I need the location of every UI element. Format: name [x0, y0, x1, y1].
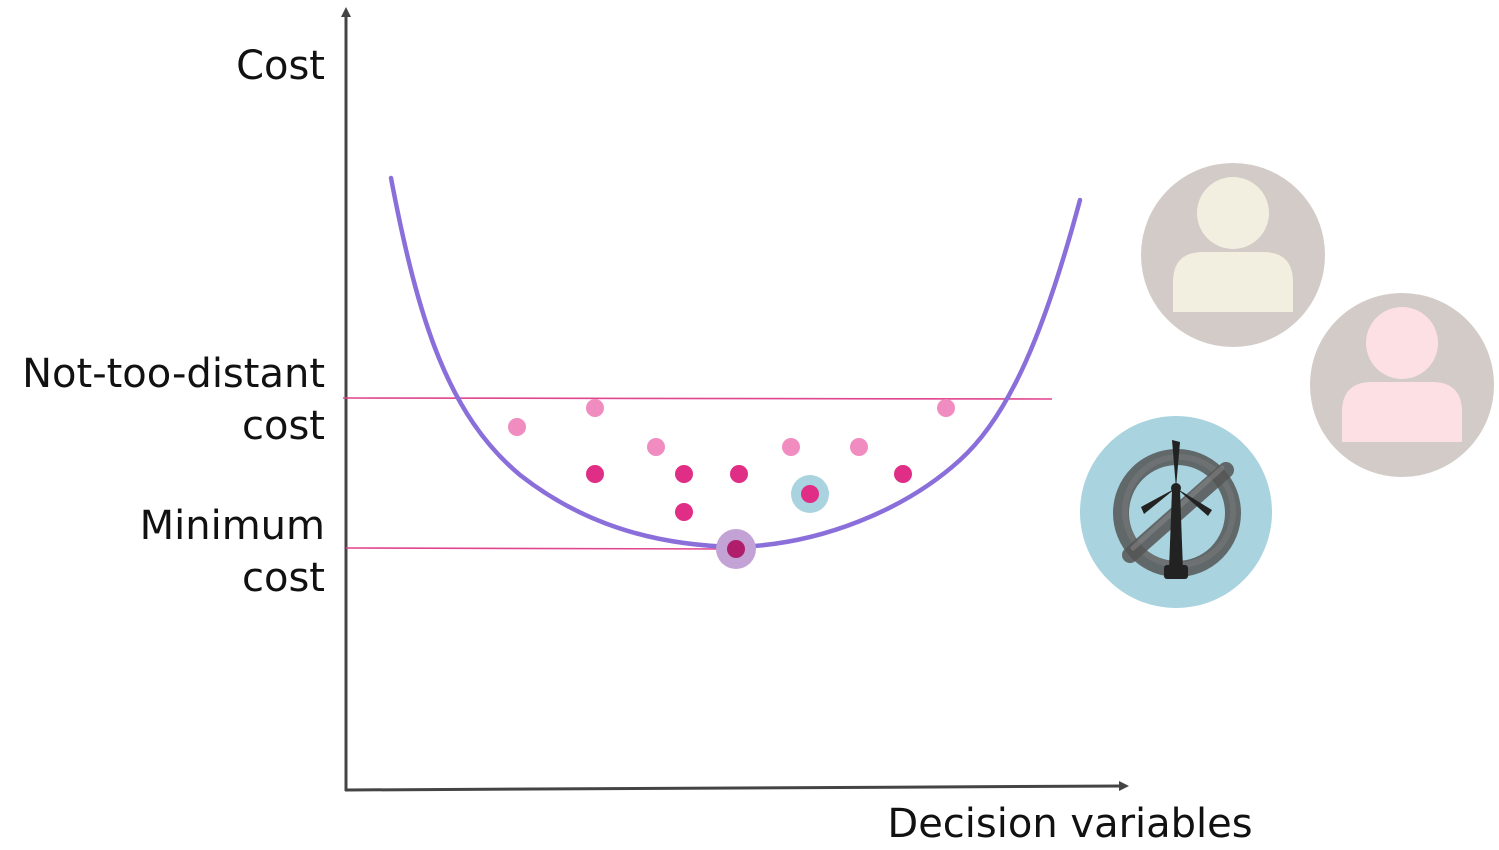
near-optimal-cost-label-line2: cost	[242, 403, 325, 449]
near-optimal-cost-label: Not-too-distant cost	[0, 348, 325, 452]
alternative-point	[647, 438, 665, 456]
minimum-cost-point	[727, 540, 745, 558]
stakeholder-avatar-2-icon	[1310, 293, 1494, 477]
x-axis	[344, 781, 1129, 792]
minimum-cost-label-line1: Minimum	[139, 503, 325, 549]
cost-curve	[388, 175, 1083, 550]
alternative-point	[508, 418, 526, 436]
stakeholder-avatar-1-icon	[1141, 163, 1325, 347]
selected-alternative-point	[801, 485, 819, 503]
alternative-point	[586, 465, 604, 483]
near-optimal-threshold-line	[342, 397, 1053, 400]
alternative-point	[782, 438, 800, 456]
alternative-point	[675, 503, 693, 521]
alternative-point	[675, 465, 693, 483]
alternative-point	[850, 438, 868, 456]
near-optimal-cost-label-line1: Not-too-distant	[22, 351, 325, 397]
minimum-cost-label-line2: cost	[242, 555, 325, 601]
alternative-point	[586, 399, 604, 417]
x-axis-label: Decision variables	[887, 801, 1253, 847]
alternative-point	[894, 465, 912, 483]
minimum-cost-line	[345, 547, 734, 550]
minimum-cost-label: Minimum cost	[0, 500, 325, 604]
alternative-point	[730, 465, 748, 483]
alternative-point	[937, 399, 955, 417]
no-wind-turbine-icon	[1080, 416, 1272, 608]
y-axis-label: Cost	[236, 43, 325, 89]
